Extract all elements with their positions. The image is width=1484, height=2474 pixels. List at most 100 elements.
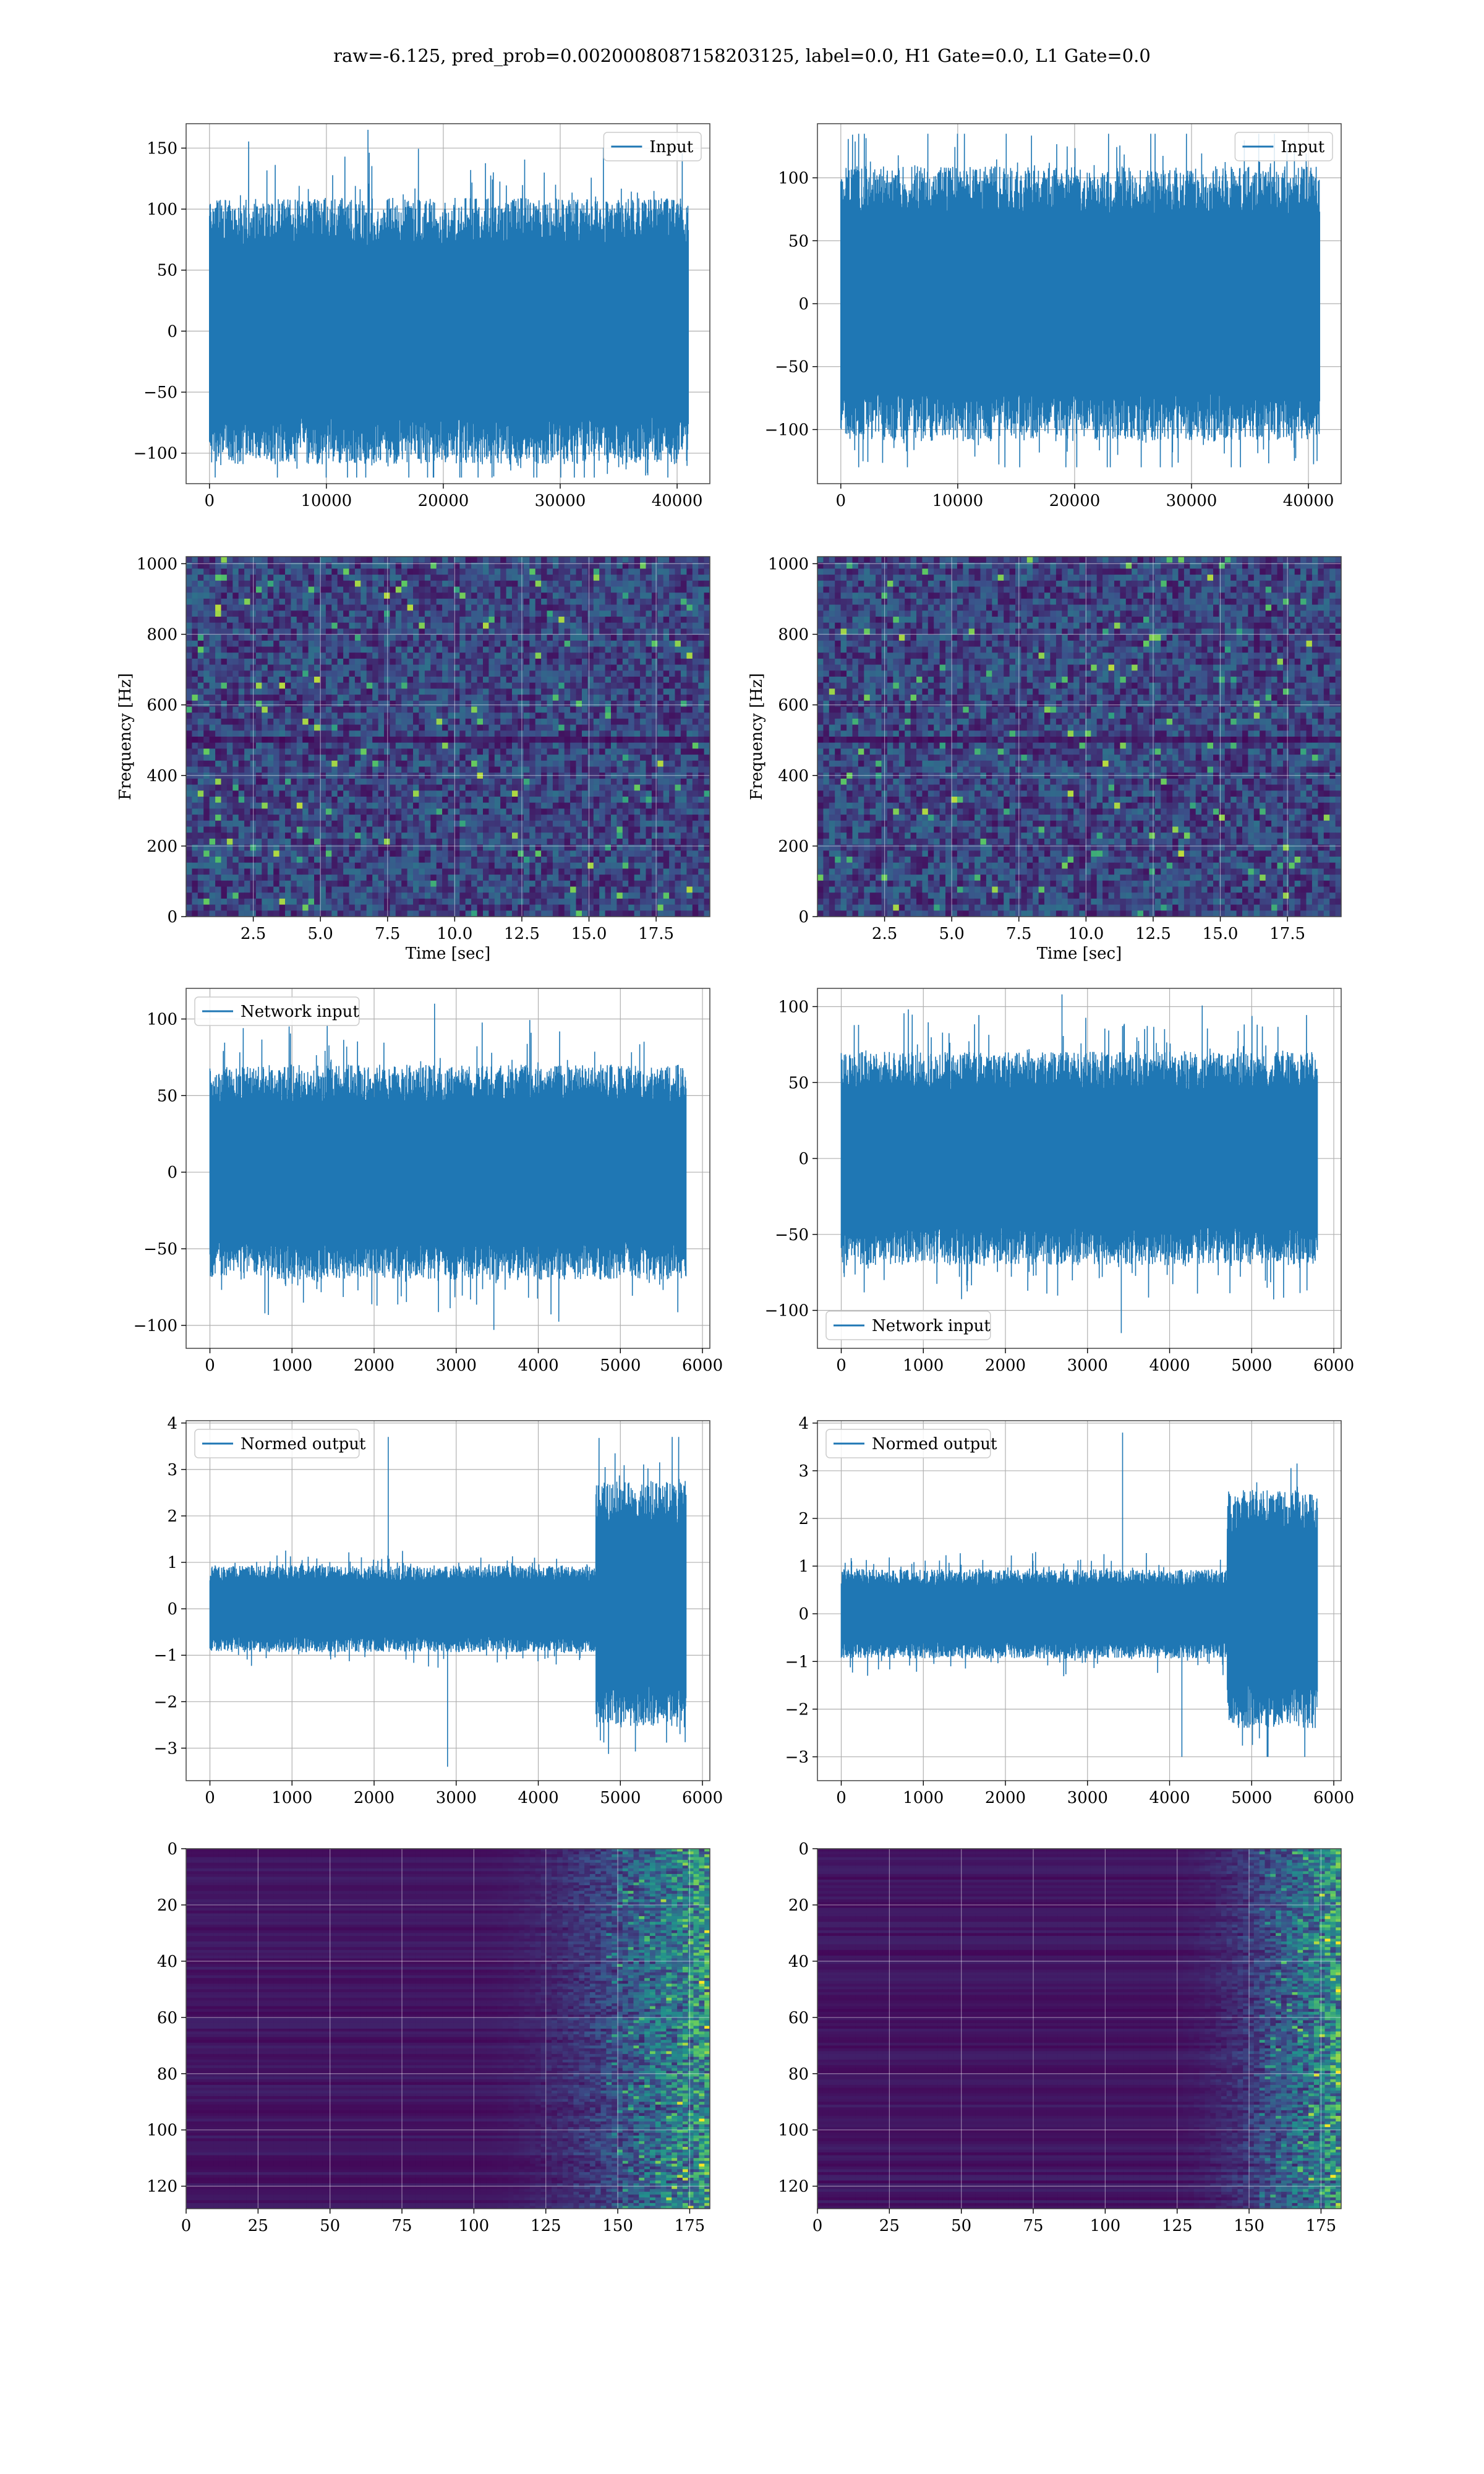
heatmap-cell: [337, 868, 344, 875]
heatmap-cell: [564, 755, 571, 761]
heatmap-cell: [488, 748, 495, 755]
heatmap-cell: [593, 875, 600, 881]
heatmap-cell: [506, 580, 513, 588]
heatmap-cell: [197, 700, 204, 708]
heatmap-cell: [459, 875, 466, 881]
heatmap-cell: [529, 670, 536, 677]
heatmap-cell: [349, 640, 356, 648]
heatmap-cell: [296, 724, 303, 731]
heatmap-cell: [314, 640, 320, 648]
heatmap-cell: [296, 658, 303, 666]
heatmap-cell: [221, 700, 228, 708]
heatmap-cell: [279, 557, 286, 563]
heatmap-cell: [244, 844, 251, 851]
heatmap-cell: [197, 748, 204, 755]
heatmap-cell: [221, 850, 228, 857]
heatmap-cell: [669, 695, 676, 701]
heatmap-cell: [413, 622, 419, 629]
heatmap-cell: [390, 844, 396, 851]
heatmap-cell: [419, 617, 425, 623]
heatmap-cell: [430, 838, 437, 845]
heatmap-cell: [582, 868, 588, 875]
heatmap-cell: [698, 833, 705, 839]
heatmap-cell: [558, 688, 565, 695]
heatmap-cell: [401, 760, 408, 768]
heatmap-cell: [419, 737, 425, 743]
heatmap-cell: [349, 718, 356, 726]
heatmap-cell: [704, 862, 710, 869]
heatmap-cell: [221, 604, 228, 611]
heatmap-cell: [192, 760, 198, 768]
heatmap-cell: [221, 826, 228, 833]
heatmap-cell: [628, 748, 635, 755]
heatmap-cell: [605, 628, 612, 635]
heatmap-cell: [232, 730, 239, 737]
heatmap-cell: [541, 664, 548, 671]
heatmap-cell: [634, 713, 641, 719]
heatmap-cell: [704, 598, 710, 606]
heatmap-cell: [611, 790, 617, 797]
heatmap-cell: [616, 868, 623, 875]
heatmap-cell: [651, 820, 658, 828]
heatmap-cell: [599, 677, 606, 683]
heatmap-cell: [587, 718, 594, 726]
heatmap-cell: [343, 875, 350, 881]
heatmap-cell: [634, 862, 641, 869]
heatmap-cell: [262, 568, 268, 575]
heatmap-cell: [209, 568, 216, 575]
heatmap-cell: [500, 700, 507, 708]
heatmap-cell: [244, 598, 251, 606]
heatmap-cell: [250, 610, 257, 617]
heatmap-cell: [302, 833, 309, 839]
heatmap-cell: [651, 730, 658, 737]
heatmap-cell: [547, 857, 553, 863]
heatmap-cell: [634, 850, 641, 857]
heatmap-cell: [314, 868, 320, 875]
heatmap-cell: [354, 562, 361, 569]
heatmap-cell: [465, 677, 472, 683]
heatmap-cell: [669, 688, 676, 695]
heatmap-cell: [244, 833, 251, 839]
heatmap-cell: [285, 760, 291, 768]
heatmap-cell: [296, 850, 303, 857]
heatmap-cell: [564, 635, 571, 641]
heatmap-cell: [459, 797, 466, 803]
heatmap-cell: [419, 868, 425, 875]
heatmap-cell: [547, 815, 553, 821]
heatmap-cell: [692, 766, 699, 773]
heatmap-cell: [197, 802, 204, 809]
heatmap-cell: [349, 833, 356, 839]
heatmap-cell: [529, 760, 536, 768]
heatmap-cell: [628, 797, 635, 803]
heatmap-cell: [430, 755, 437, 761]
heatmap-cell: [529, 808, 536, 815]
heatmap-cell: [448, 610, 454, 617]
heatmap-cell: [407, 658, 414, 666]
heatmap-cell: [413, 658, 419, 666]
heatmap-cell: [494, 826, 501, 833]
heatmap-cell: [523, 586, 530, 593]
heatmap-cell: [535, 682, 542, 689]
heatmap-cell: [634, 868, 641, 875]
heatmap-cell: [622, 562, 629, 569]
heatmap-cell: [296, 875, 303, 881]
heatmap-cell: [628, 677, 635, 683]
heatmap-cell: [564, 604, 571, 611]
heatmap-cell: [215, 635, 222, 641]
heatmap-cell: [477, 617, 484, 623]
heatmap-cell: [570, 718, 577, 726]
heatmap-cell: [413, 670, 419, 677]
heatmap-cell: [419, 568, 425, 575]
heatmap-cell: [308, 784, 315, 791]
heatmap-cell: [215, 718, 222, 726]
heatmap-cell: [640, 868, 647, 875]
heatmap-cell: [314, 706, 320, 713]
heatmap-cell: [360, 622, 367, 629]
heatmap-cell: [232, 586, 239, 593]
heatmap-cell: [628, 640, 635, 648]
heatmap-cell: [453, 617, 460, 623]
heatmap-cell: [535, 568, 542, 575]
heatmap-cell: [529, 868, 536, 875]
heatmap-cell: [686, 862, 693, 869]
heatmap-cell: [320, 784, 326, 791]
